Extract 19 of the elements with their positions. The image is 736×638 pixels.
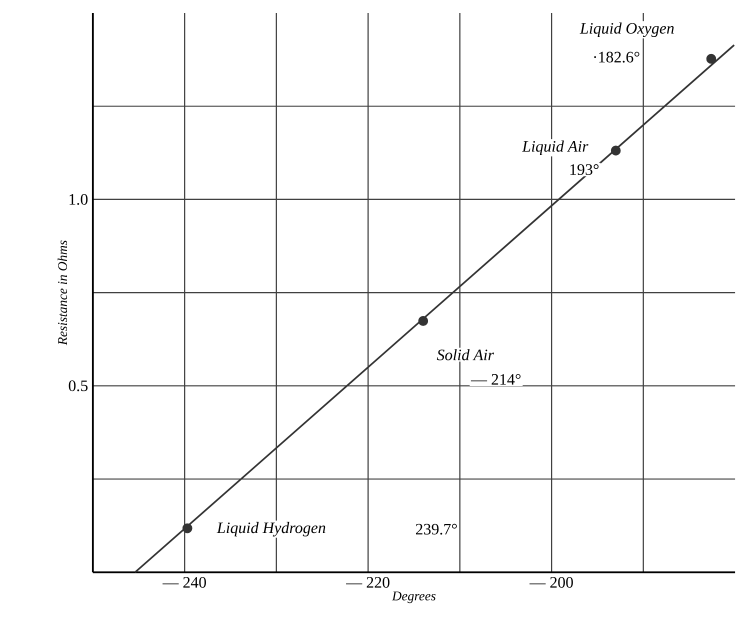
x-tick-label: — 220 xyxy=(346,576,390,588)
point xyxy=(182,523,192,534)
annotation: 193° xyxy=(570,164,599,175)
y-tick-label: 0.5 xyxy=(68,380,88,392)
x-tick-label: — 200 xyxy=(530,576,573,588)
annotation: — 214° xyxy=(470,374,521,385)
y-tick-label: 1.0 xyxy=(70,194,88,205)
x-axis-title: Degrees xyxy=(392,591,436,604)
point xyxy=(706,54,716,64)
annotation: Solid Air xyxy=(436,348,494,360)
point xyxy=(418,316,428,326)
annotation: 239.7° xyxy=(416,524,457,535)
annotation: ·182.6° xyxy=(594,52,640,62)
point xyxy=(610,146,621,156)
y-axis-title: Resistance in Ohms xyxy=(58,240,68,346)
annotation: Liquid Hydrogen xyxy=(216,522,326,536)
annotation: Liquid Air xyxy=(522,140,588,155)
x-tick-label: — 240 xyxy=(162,576,206,588)
annotation: Liquid Oxygen xyxy=(580,22,674,37)
